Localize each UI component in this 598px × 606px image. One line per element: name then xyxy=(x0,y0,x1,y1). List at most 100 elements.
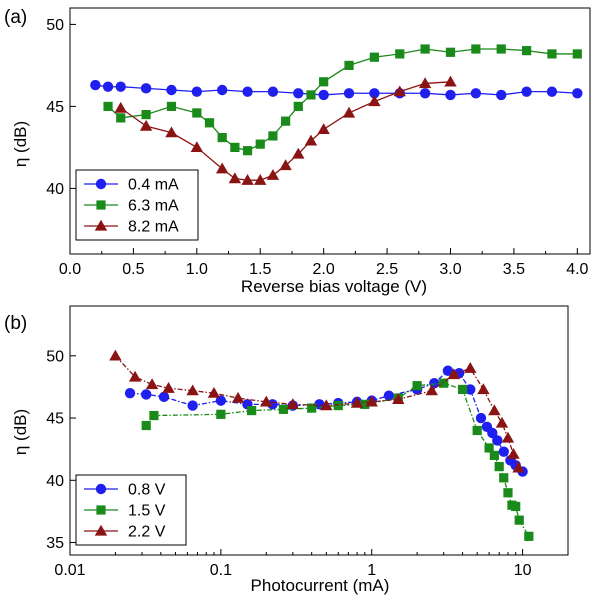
panel-a-plot-area: 0.0 0.5 1.0 1.5 2.0 2.5 3.0 3.5 4.0 40 45 50 0.4 mA 6… xyxy=(46,7,591,278)
panel-b-data-point xyxy=(412,381,422,391)
panel-b-x-tick-label: 10 xyxy=(514,562,532,579)
panel-a-data-point xyxy=(90,79,101,91)
panel-a-data-point xyxy=(217,132,227,143)
panel-a-x-tick-label: 2.5 xyxy=(376,261,398,278)
panel-b-legend-marker xyxy=(95,483,107,495)
panel-a-data-point xyxy=(471,44,481,54)
panel-b-data-point xyxy=(465,384,476,395)
panel-b-data-point xyxy=(439,378,449,388)
panel-a-data-point xyxy=(368,95,381,107)
panel-a-frame xyxy=(69,7,591,255)
panel-b-data-point xyxy=(524,531,534,541)
panel-a-data-point xyxy=(319,77,329,87)
panel-b-data-point xyxy=(489,450,499,460)
panel-b-data-point xyxy=(511,501,521,512)
panel-b-x-tick-label: 1 xyxy=(367,562,376,579)
panel-a-data-point xyxy=(228,172,242,184)
panel-a-data-point xyxy=(572,88,583,99)
panel-b-y-axis-label: η (dB) xyxy=(11,409,30,455)
panel-a-data-point xyxy=(141,110,151,120)
panel-b-data-point xyxy=(447,368,461,380)
panel-b-data-point xyxy=(484,443,494,453)
panel-b-data-point xyxy=(507,447,520,459)
panel-a-data-point xyxy=(230,142,240,152)
panel-b-data-point xyxy=(333,401,343,411)
panel-b-data-point xyxy=(488,404,501,416)
panel-b-data-point xyxy=(477,383,490,395)
panel-a-data-point xyxy=(190,141,204,153)
panel-b-legend-marker xyxy=(94,524,108,536)
panel-b-legend-label: 2.2 V xyxy=(128,524,166,541)
panel-a-data-point xyxy=(254,174,267,185)
panel-b-data-point xyxy=(499,473,509,483)
panel-a-x-tick-label: 4.0 xyxy=(566,261,588,278)
panel-b-data-point xyxy=(503,488,513,498)
panel-a-data-point xyxy=(242,146,253,156)
panel-a-data-point xyxy=(242,86,253,97)
panel-b-y-tick-label: 40 xyxy=(46,473,64,490)
panel-a-x-tick-label: 2.0 xyxy=(313,261,335,278)
panel-a-data-point xyxy=(266,169,280,180)
panel-a-data-point xyxy=(395,49,405,59)
panel-a-data-point xyxy=(166,84,177,96)
panel-a-data-point xyxy=(215,162,229,174)
panel-b-data-point xyxy=(350,396,364,408)
panel-b-data-point xyxy=(158,391,170,403)
panel-b-data-point xyxy=(307,403,317,413)
panel-a-data-point xyxy=(547,49,557,59)
panel-a: (a) 0.0 0.5 1.0 1.5 2.0 2.5 3.0 3.5 4.0 40 45 50 0.4… xyxy=(4,7,591,296)
panel-b-data-point xyxy=(365,395,378,407)
panel-a-data-point xyxy=(114,101,127,113)
panel-a-data-point xyxy=(204,118,215,128)
panel-a-data-point xyxy=(103,101,113,111)
panel-a-data-point xyxy=(281,116,291,126)
panel-b-data-point xyxy=(260,395,273,407)
panel-a-x-tick-label: 3.5 xyxy=(503,261,525,278)
panel-b-data-point xyxy=(501,431,515,443)
panel-a-data-point xyxy=(444,75,457,87)
panel-a-data-point xyxy=(216,84,228,96)
panel-b-frame xyxy=(69,305,569,556)
panel-a-data-point xyxy=(267,86,279,97)
panel-a-data-point xyxy=(572,49,582,59)
panel-a-data-point xyxy=(546,86,558,97)
panel-b-data-point xyxy=(492,435,503,446)
panel-b-series-line xyxy=(114,355,520,469)
panel-b-label: (b) xyxy=(4,313,27,334)
panel-b-legend-label: 0.8 V xyxy=(128,482,166,499)
panel-b-data-point xyxy=(231,391,245,403)
panel-a-data-point xyxy=(140,83,152,94)
panel-a-data-point xyxy=(369,88,380,99)
panel-a-data-point xyxy=(306,90,316,100)
panel-a-data-point xyxy=(115,81,126,92)
panel-a-data-point xyxy=(165,126,178,138)
panel-a-data-point xyxy=(241,174,254,185)
panel-a-data-point xyxy=(317,123,330,135)
panel-b-data-point xyxy=(149,410,159,421)
panel-b-data-point xyxy=(286,398,300,410)
panel-b-data-point xyxy=(186,384,199,396)
panel-a-x-tick-label: 1.5 xyxy=(249,261,271,278)
panel-b-data-point xyxy=(425,384,438,396)
panel-a-data-point xyxy=(268,131,278,141)
panel-b-data-point xyxy=(475,412,487,424)
panel-a-data-point xyxy=(255,139,265,149)
panel-a-y-tick-label: 50 xyxy=(46,17,64,34)
panel-b-data-point xyxy=(162,381,175,393)
panel-b-data-point xyxy=(215,395,227,406)
panel-b-data-point xyxy=(464,362,477,373)
panel-a-data-point xyxy=(393,85,406,97)
panel-a-data-point xyxy=(191,86,203,97)
panel-b-data-point xyxy=(141,389,152,400)
panel-a-data-point xyxy=(102,81,114,92)
panel-a-y-tick-label: 45 xyxy=(46,99,64,116)
panel-b-data-point xyxy=(267,399,278,410)
panel-a-data-point xyxy=(496,44,506,54)
panel-a-series-line xyxy=(107,48,578,152)
panel-b-x-tick-label: 0.01 xyxy=(54,562,85,579)
panel-b-data-point xyxy=(141,420,151,431)
panel-b-x-axis-label: Photocurrent (mA) xyxy=(251,576,390,595)
panel-b-data-point xyxy=(498,446,509,457)
